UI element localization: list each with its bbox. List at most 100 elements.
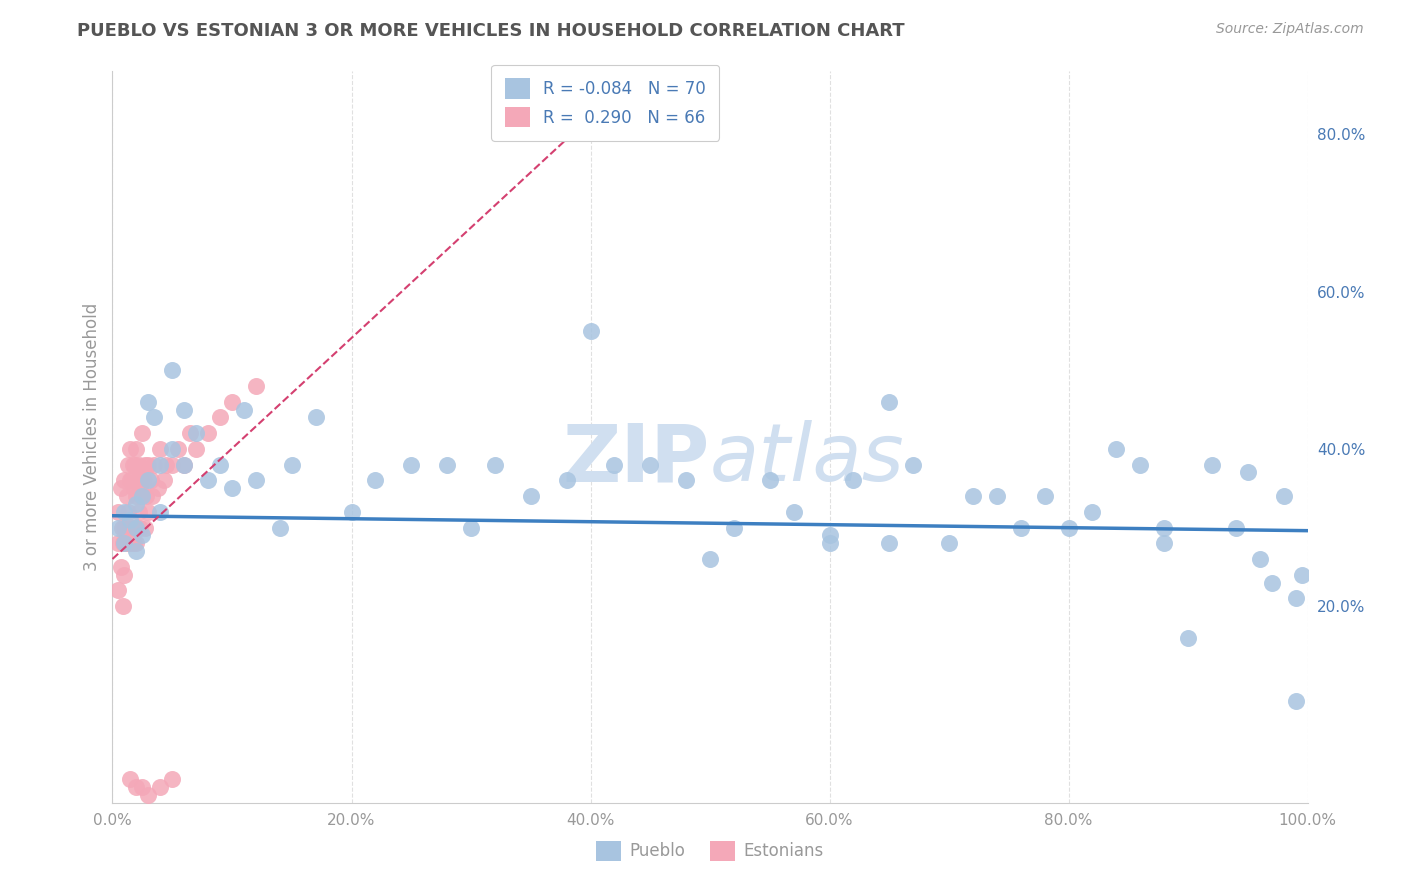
Point [364, 473, 387, 487]
Legend: Pueblo, Estonians: Pueblo, Estonians [589, 834, 831, 868]
Point [162, 458, 183, 472]
Point [162, 442, 183, 456]
Point [245, 473, 267, 487]
Point [112, 536, 135, 550]
Point [153, 473, 176, 487]
Point [640, 458, 662, 472]
Point [179, 426, 201, 441]
Point [121, 536, 143, 550]
Point [245, 379, 267, 393]
Point [1201, 458, 1223, 472]
Text: Source: ZipAtlas.com: Source: ZipAtlas.com [1216, 22, 1364, 37]
Point [110, 559, 132, 574]
Point [759, 473, 782, 487]
Point [141, 489, 163, 503]
Point [186, 442, 208, 456]
Point [125, 497, 148, 511]
Point [120, 473, 142, 487]
Point [107, 583, 129, 598]
Point [120, 772, 142, 787]
Point [135, 489, 157, 503]
Point [162, 772, 183, 787]
Point [221, 481, 243, 495]
Point [149, 505, 172, 519]
Text: PUEBLO VS ESTONIAN 3 OR MORE VEHICLES IN HOUSEHOLD CORRELATION CHART: PUEBLO VS ESTONIAN 3 OR MORE VEHICLES IN… [77, 22, 905, 40]
Point [143, 410, 166, 425]
Point [723, 520, 745, 534]
Point [111, 520, 134, 534]
Point [903, 458, 925, 472]
Point [149, 780, 172, 794]
Point [134, 458, 156, 472]
Point [818, 536, 841, 550]
Point [121, 473, 143, 487]
Point [675, 473, 697, 487]
Point [115, 536, 138, 550]
Point [879, 394, 901, 409]
Point [173, 458, 195, 472]
Point [209, 410, 232, 425]
Point [699, 552, 721, 566]
Text: atlas: atlas [710, 420, 905, 498]
Point [1225, 520, 1247, 534]
Point [221, 394, 243, 409]
Point [1081, 505, 1104, 519]
Point [340, 505, 363, 519]
Point [173, 402, 195, 417]
Point [128, 505, 150, 519]
Point [122, 536, 145, 550]
Point [146, 481, 169, 495]
Point [131, 489, 153, 503]
Point [1237, 466, 1260, 480]
Point [110, 481, 132, 495]
Point [129, 481, 152, 495]
Point [603, 458, 626, 472]
Point [114, 536, 135, 550]
Point [132, 473, 155, 487]
Point [818, 528, 841, 542]
Point [114, 520, 135, 534]
Point [127, 473, 149, 487]
Point [1285, 591, 1308, 606]
Point [173, 458, 195, 472]
Point [986, 489, 1008, 503]
Point [138, 394, 160, 409]
Point [138, 473, 160, 487]
Point [1105, 442, 1128, 456]
Point [129, 520, 152, 534]
Point [1153, 520, 1175, 534]
Y-axis label: 3 or more Vehicles in Household: 3 or more Vehicles in Household [83, 303, 101, 571]
Point [209, 458, 232, 472]
Point [138, 505, 160, 519]
Point [1153, 536, 1175, 550]
Point [121, 520, 143, 534]
Point [233, 402, 256, 417]
Point [1272, 489, 1295, 503]
Point [114, 505, 135, 519]
Point [125, 536, 148, 550]
Point [124, 520, 146, 534]
Point [520, 489, 543, 503]
Point [305, 410, 328, 425]
Point [131, 780, 153, 794]
Point [1129, 458, 1152, 472]
Point [1177, 631, 1199, 645]
Point [186, 426, 208, 441]
Point [938, 536, 960, 550]
Point [1285, 693, 1308, 707]
Point [555, 473, 578, 487]
Point [401, 458, 423, 472]
Point [197, 473, 219, 487]
Point [281, 458, 304, 472]
Point [842, 473, 865, 487]
Point [122, 481, 145, 495]
Point [125, 544, 148, 558]
Point [125, 780, 148, 794]
Point [149, 458, 172, 472]
Point [114, 473, 135, 487]
Point [269, 520, 291, 534]
Point [484, 458, 506, 472]
Point [1249, 552, 1271, 566]
Point [131, 489, 153, 503]
Point [139, 473, 162, 487]
